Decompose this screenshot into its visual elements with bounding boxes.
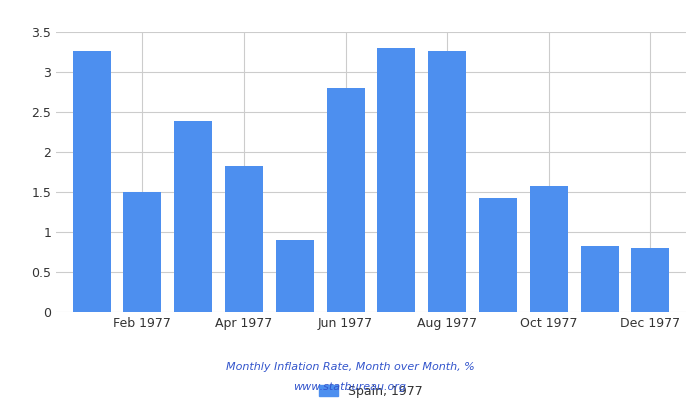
Bar: [276, 240, 314, 312]
Text: www.statbureau.org: www.statbureau.org: [293, 382, 407, 392]
Bar: [631, 248, 669, 312]
Text: Monthly Inflation Rate, Month over Month, %: Monthly Inflation Rate, Month over Month…: [225, 362, 475, 372]
Bar: [326, 88, 365, 312]
Bar: [174, 121, 212, 312]
Bar: [428, 51, 466, 312]
Bar: [377, 48, 416, 312]
Bar: [580, 246, 619, 312]
Bar: [225, 166, 263, 312]
Bar: [73, 51, 111, 312]
Bar: [123, 192, 162, 312]
Bar: [479, 198, 517, 312]
Legend: Spain, 1977: Spain, 1977: [314, 380, 428, 400]
Bar: [530, 186, 568, 312]
